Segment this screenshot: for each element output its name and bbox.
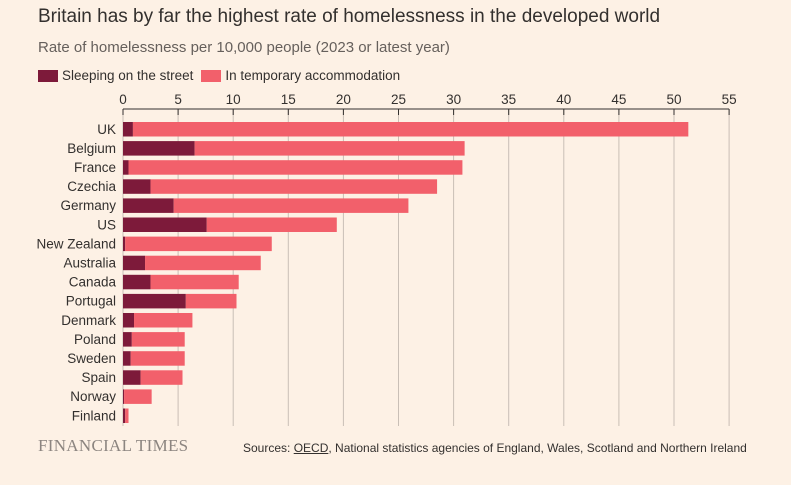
category-label-france: France [74,160,116,175]
category-label-germany: Germany [60,198,116,213]
bar-street-australia [123,255,146,271]
bar-street-france [123,160,129,175]
category-label-us: US [97,217,116,232]
x-tick-label-35: 35 [501,92,516,107]
category-label-uk: UK [97,122,116,137]
bar-temporary-norway [124,389,152,404]
bar-temporary-australia [145,255,261,271]
legend-item-temporary: In temporary accommodation [201,68,400,83]
bar-street-denmark [123,313,135,328]
legend-label-temporary: In temporary accommodation [225,68,401,83]
category-label-australia: Australia [63,255,116,270]
source-link-oecd[interactable]: OECD [293,441,329,455]
bar-temporary-finland [125,408,129,423]
bar-temporary-poland [131,332,185,347]
legend-label-street: Sleeping on the street [62,68,194,83]
bar-temporary-us [206,217,337,232]
x-tick-label-55: 55 [722,92,737,107]
bar-street-belgium [123,141,195,156]
x-tick-label-5: 5 [174,92,182,107]
source-prefix: Sources: [243,441,294,455]
chart-subtitle: Rate of homelessness per 10,000 people (… [38,39,450,56]
bar-street-us [123,217,207,232]
x-tick-label-0: 0 [119,92,127,107]
source-rest: , National statistics agencies of Englan… [328,441,747,455]
category-label-poland: Poland [74,332,116,347]
bar-street-norway [123,389,125,404]
x-tick-label-25: 25 [391,92,406,107]
ft-logo: FINANCIAL TIMES [38,436,189,455]
bar-temporary-new-zealand [125,236,272,252]
bar-street-finland [123,408,126,423]
bar-street-canada [123,274,151,290]
bar-street-poland [123,332,132,347]
bar-temporary-sweden [130,351,185,366]
category-label-czechia: Czechia [67,179,116,194]
bar-street-spain [123,370,141,385]
x-tick-label-15: 15 [281,92,296,107]
chart-title: Britain has by far the highest rate of h… [38,6,661,27]
category-label-sweden: Sweden [67,351,116,366]
x-tick-label-45: 45 [611,92,626,107]
x-tick-label-40: 40 [556,92,571,107]
category-label-new-zealand: New Zealand [36,236,116,251]
legend-swatch-temporary [201,69,222,82]
source-note: Sources: OECD, National statistics agenc… [243,441,747,455]
x-tick-label-20: 20 [336,92,351,107]
x-tick-label-10: 10 [226,92,241,107]
bar-street-sweden [123,351,131,366]
bar-street-czechia [123,179,151,194]
category-label-canada: Canada [69,275,117,290]
category-label-portugal: Portugal [66,294,116,309]
bar-temporary-france [128,160,463,175]
bar-temporary-denmark [134,313,193,328]
bar-street-new-zealand [123,236,126,252]
x-tick-label-30: 30 [446,92,461,107]
bar-street-uk [123,122,133,137]
category-label-belgium: Belgium [67,141,116,156]
bar-temporary-czechia [150,179,438,194]
bar-temporary-canada [150,274,239,290]
category-label-spain: Spain [81,370,116,385]
legend-item-street: Sleeping on the street [38,68,193,83]
legend-swatch-street [38,69,58,82]
bar-temporary-belgium [194,141,465,156]
bar-temporary-portugal [185,293,237,309]
bar-street-portugal [123,293,186,309]
category-label-denmark: Denmark [61,313,116,328]
category-label-finland: Finland [72,408,116,423]
legend: Sleeping on the street In temporary acco… [38,68,408,83]
x-tick-label-50: 50 [666,92,681,107]
bar-temporary-uk [132,122,689,137]
bar-temporary-spain [140,370,183,385]
bar-temporary-germany [173,198,409,213]
bar-street-germany [123,198,174,213]
category-label-norway: Norway [70,389,116,404]
